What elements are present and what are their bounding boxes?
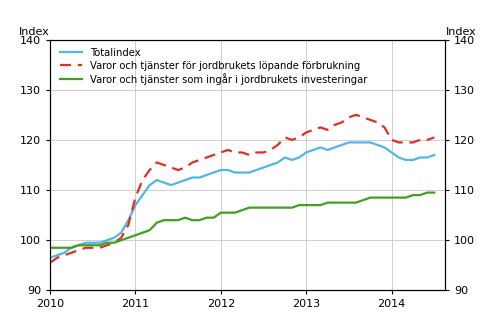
Varor och tjänster som ingår i jordbrukets investeringar [190, 218, 196, 222]
Varor och tjänster som ingår i jordbrukets investeringar [140, 231, 145, 235]
Varor och tjänster för jordbrukets löpande förbrukning [140, 178, 145, 182]
Varor och tjänster som ingår i jordbrukets investeringar [118, 238, 124, 242]
Varor och tjänster som ingår i jordbrukets investeringar [417, 193, 423, 197]
Varor och tjänster för jordbrukets löpande förbrukning [432, 135, 438, 139]
Line: Totalindex: Totalindex [50, 143, 434, 258]
Legend: Totalindex, Varor och tjänster för jordbrukets löpande förbrukning, Varor och tj: Totalindex, Varor och tjänster för jordb… [57, 45, 370, 88]
Totalindex [47, 256, 53, 260]
Varor och tjänster för jordbrukets löpande förbrukning [118, 236, 124, 240]
Totalindex [140, 193, 145, 197]
Totalindex [424, 155, 430, 159]
Varor och tjänster för jordbrukets löpande förbrukning [353, 113, 359, 117]
Varor och tjänster för jordbrukets löpande förbrukning [90, 246, 96, 250]
Varor och tjänster som ingår i jordbrukets investeringar [90, 243, 96, 247]
Varor och tjänster som ingår i jordbrukets investeringar [388, 196, 394, 200]
Varor och tjänster som ingår i jordbrukets investeringar [47, 246, 53, 250]
Totalindex [432, 153, 438, 157]
Text: Index: Index [446, 27, 476, 37]
Totalindex [90, 241, 96, 245]
Varor och tjänster för jordbrukets löpande förbrukning [190, 160, 196, 164]
Totalindex [346, 141, 352, 145]
Varor och tjänster som ingår i jordbrukets investeringar [424, 191, 430, 195]
Varor och tjänster för jordbrukets löpande förbrukning [47, 261, 53, 265]
Line: Varor och tjänster för jordbrukets löpande förbrukning: Varor och tjänster för jordbrukets löpan… [50, 115, 434, 263]
Totalindex [396, 155, 402, 159]
Totalindex [118, 231, 124, 235]
Varor och tjänster för jordbrukets löpande förbrukning [424, 138, 430, 142]
Varor och tjänster för jordbrukets löpande förbrukning [396, 141, 402, 145]
Text: Index: Index [18, 27, 49, 37]
Varor och tjänster som ingår i jordbrukets investeringar [432, 191, 438, 195]
Line: Varor och tjänster som ingår i jordbrukets investeringar: Varor och tjänster som ingår i jordbruke… [50, 193, 434, 248]
Totalindex [190, 176, 196, 180]
